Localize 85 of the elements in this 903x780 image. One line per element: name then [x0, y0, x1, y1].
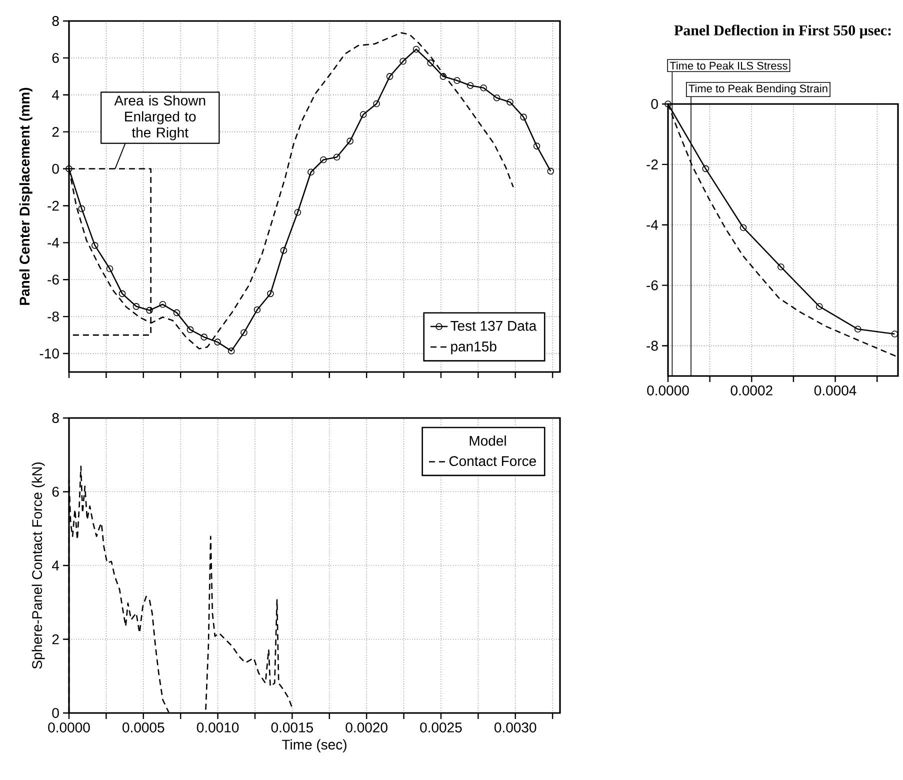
point — [740, 224, 747, 232]
y-tick-label: 4 — [52, 560, 60, 570]
y-tick-label: -4 — [646, 220, 658, 230]
point — [412, 46, 420, 53]
y-axis-title: Sphere-Panel Contact Force (kN) — [32, 462, 45, 669]
ref-line-label: Time to Peak Bending Strain — [688, 84, 828, 95]
point — [506, 98, 514, 106]
y-tick-label: -2 — [48, 200, 59, 211]
chart-title: Panel Deflection in First 550 μsec: — [674, 24, 891, 38]
point — [186, 326, 194, 334]
point — [333, 154, 340, 161]
y-tick-label: 8 — [52, 16, 59, 26]
x-tick-label: 0.0000 — [647, 386, 689, 396]
point — [214, 338, 221, 346]
y-tick-label: 0 — [52, 708, 59, 718]
point — [118, 290, 126, 298]
y-tick-label: 8 — [52, 413, 59, 423]
ref-line-label: Time to Peak ILS Stress — [670, 62, 788, 70]
point — [816, 303, 823, 310]
y-axis-title: Panel Center Displacement (mm) — [19, 88, 32, 305]
annotation: Area is Shown Enlarged to the Right — [114, 95, 206, 140]
y-tick-label: 6 — [52, 52, 59, 63]
x-tick-label: 0.0020 — [346, 722, 388, 732]
y-tick-label: 0 — [52, 164, 59, 174]
point — [308, 168, 314, 176]
point — [91, 242, 98, 249]
point — [173, 309, 180, 316]
y-tick-label: -10 — [40, 348, 59, 358]
y-tick-label: -8 — [48, 312, 59, 322]
y-tick-label: 2 — [52, 634, 59, 644]
legend-label: Test 137 Data — [450, 320, 537, 331]
point — [400, 58, 406, 65]
point — [106, 265, 114, 272]
y-tick-label: -6 — [646, 280, 658, 290]
point — [200, 334, 208, 340]
legend-title: Model — [470, 435, 506, 446]
x-tick-label: 0.0004 — [814, 386, 856, 396]
point — [702, 165, 710, 172]
point — [480, 84, 487, 92]
x-tick-label: 0.0002 — [730, 386, 772, 396]
legend-label: Contact Force — [449, 456, 536, 466]
point — [493, 94, 500, 102]
y-tick-label: 4 — [52, 90, 60, 100]
x-tick-label: 0.0005 — [122, 722, 164, 732]
x-tick-label: 0.0010 — [196, 722, 239, 732]
x-tick-label: 0.0015 — [271, 722, 313, 732]
y-tick-label: -8 — [646, 340, 658, 351]
point — [267, 290, 274, 298]
point — [373, 100, 380, 108]
x-tick-label: 0.0025 — [420, 722, 462, 732]
point — [854, 326, 862, 333]
point — [66, 165, 72, 172]
point — [294, 208, 302, 216]
point — [466, 82, 474, 89]
y-tick-label: -4 — [48, 238, 60, 248]
x-tick-label: 0.0000 — [48, 722, 90, 732]
point — [146, 306, 153, 314]
point — [132, 303, 140, 310]
point — [159, 300, 166, 308]
point — [228, 348, 235, 354]
point — [386, 73, 394, 80]
y-tick-label: -6 — [48, 274, 59, 285]
y-tick-label: 0 — [651, 99, 658, 109]
point — [346, 138, 354, 144]
point — [254, 306, 261, 314]
y-tick-label: 6 — [52, 486, 59, 497]
point — [360, 111, 367, 118]
point — [320, 156, 327, 164]
point — [440, 73, 447, 80]
y-tick-label: 2 — [52, 126, 59, 137]
x-tick-label: 0.0030 — [494, 722, 536, 732]
point — [778, 263, 784, 270]
y-tick-label: -2 — [646, 160, 658, 170]
point — [533, 142, 540, 150]
point — [280, 247, 288, 254]
point — [240, 329, 248, 336]
point — [547, 168, 554, 175]
legend-label: pan15b — [451, 341, 496, 354]
point — [891, 330, 898, 338]
point — [520, 114, 527, 120]
point — [427, 60, 434, 66]
point — [664, 100, 672, 108]
point — [78, 205, 86, 212]
x-axis-title: Time (sec) — [282, 739, 346, 752]
point — [454, 77, 460, 84]
